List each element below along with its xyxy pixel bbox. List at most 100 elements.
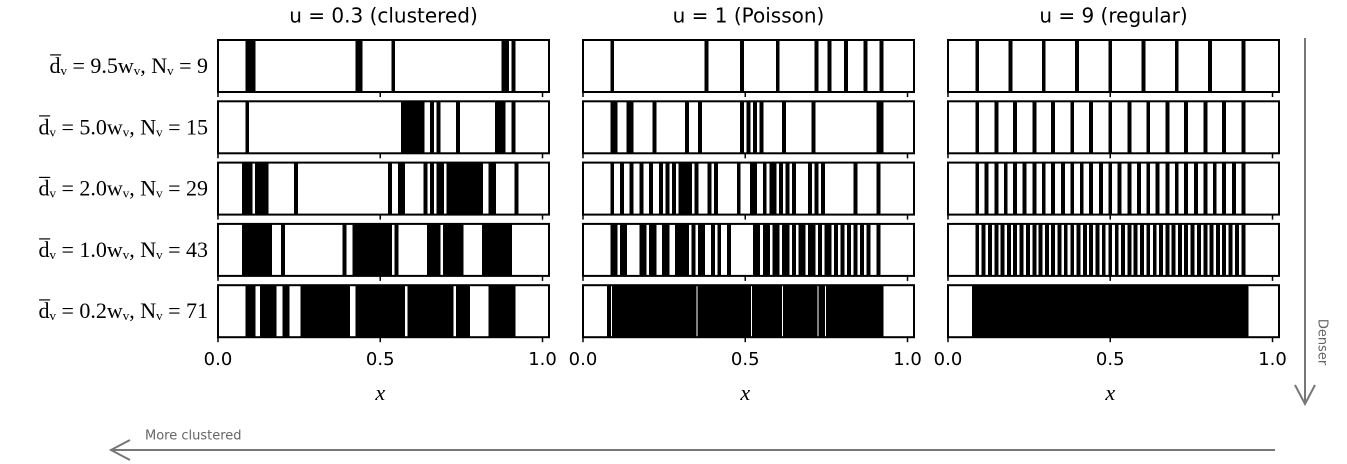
event-line	[254, 162, 259, 215]
event-line	[753, 162, 757, 215]
event-line	[1155, 285, 1159, 338]
event-line	[619, 223, 624, 276]
event-line	[384, 223, 389, 276]
event-line	[834, 223, 839, 276]
event-line	[446, 285, 451, 338]
event-line	[707, 162, 712, 215]
event-line	[310, 285, 315, 338]
event-line	[642, 285, 646, 338]
event-line	[452, 223, 457, 276]
event-line	[391, 40, 396, 92]
event-line	[436, 223, 441, 276]
event-line	[832, 285, 837, 338]
event-line	[1061, 285, 1066, 338]
event-line	[697, 223, 702, 276]
event-line	[691, 223, 696, 276]
event-line	[658, 162, 663, 215]
event-line	[1089, 223, 1094, 276]
event-line	[511, 101, 516, 154]
event-line	[498, 285, 503, 338]
event-line	[1136, 162, 1141, 215]
event-line	[1108, 101, 1113, 154]
event-line	[995, 285, 1000, 338]
event-line	[485, 223, 490, 276]
event-line	[1193, 285, 1198, 338]
event-line	[852, 285, 857, 338]
event-line	[394, 223, 399, 276]
event-line	[456, 101, 461, 154]
event-line	[371, 223, 376, 276]
event-line	[1127, 285, 1132, 338]
event-line	[456, 162, 461, 215]
event-line	[1076, 223, 1081, 276]
event-line	[449, 285, 454, 338]
event-line	[1217, 285, 1222, 338]
event-line	[407, 101, 412, 154]
event-line	[639, 162, 644, 215]
event-line	[378, 285, 383, 338]
event-line	[420, 101, 425, 154]
event-line	[770, 285, 775, 338]
event-line	[704, 40, 709, 92]
event-line	[469, 162, 474, 215]
event-line	[762, 285, 767, 338]
event-line	[618, 285, 623, 338]
event-line	[769, 162, 774, 215]
event-line	[975, 40, 980, 92]
event-line	[1030, 285, 1035, 338]
column-title: u = 9 (regular)	[1039, 4, 1187, 28]
event-line	[433, 285, 438, 338]
event-line	[1146, 162, 1151, 215]
event-line	[1114, 223, 1119, 276]
event-line	[1182, 285, 1187, 338]
event-line	[511, 285, 516, 338]
event-line	[1127, 162, 1132, 215]
event-line	[817, 223, 822, 276]
event-line	[708, 285, 713, 338]
event-line	[610, 40, 615, 92]
event-line	[1152, 223, 1157, 276]
event-line	[629, 162, 634, 215]
event-line	[697, 285, 702, 338]
event-line	[1070, 162, 1075, 215]
event-line	[827, 223, 832, 276]
event-line	[994, 101, 999, 154]
event-line	[1147, 285, 1152, 338]
event-line	[465, 162, 470, 215]
event-line	[1088, 285, 1093, 338]
event-line	[981, 223, 986, 276]
event-line	[1196, 223, 1201, 276]
event-line	[774, 285, 779, 338]
event-line	[462, 162, 467, 215]
event-line	[626, 285, 631, 338]
event-line	[630, 285, 635, 338]
event-line	[652, 101, 657, 154]
event-line	[612, 285, 617, 338]
event-line	[261, 162, 266, 215]
event-line	[266, 285, 271, 338]
event-line	[649, 285, 654, 338]
event-line	[1008, 40, 1013, 92]
event-line	[638, 285, 643, 338]
event-line	[508, 223, 513, 276]
annotation: Denser	[1315, 319, 1330, 366]
event-line	[688, 285, 693, 338]
event-line	[498, 223, 503, 276]
event-line	[1082, 223, 1087, 276]
event-line	[975, 285, 980, 338]
event-line	[1184, 223, 1189, 276]
event-line	[1022, 285, 1027, 338]
event-line	[867, 285, 872, 338]
event-line	[1171, 223, 1176, 276]
event-line	[459, 162, 464, 215]
event-line	[712, 285, 717, 338]
event-line	[365, 223, 370, 276]
event-line	[731, 285, 736, 338]
event-line	[1231, 162, 1236, 215]
event-line	[368, 285, 373, 338]
event-line	[1032, 162, 1037, 215]
event-line	[1089, 162, 1094, 215]
event-line	[766, 285, 771, 338]
event-line	[1073, 285, 1078, 338]
